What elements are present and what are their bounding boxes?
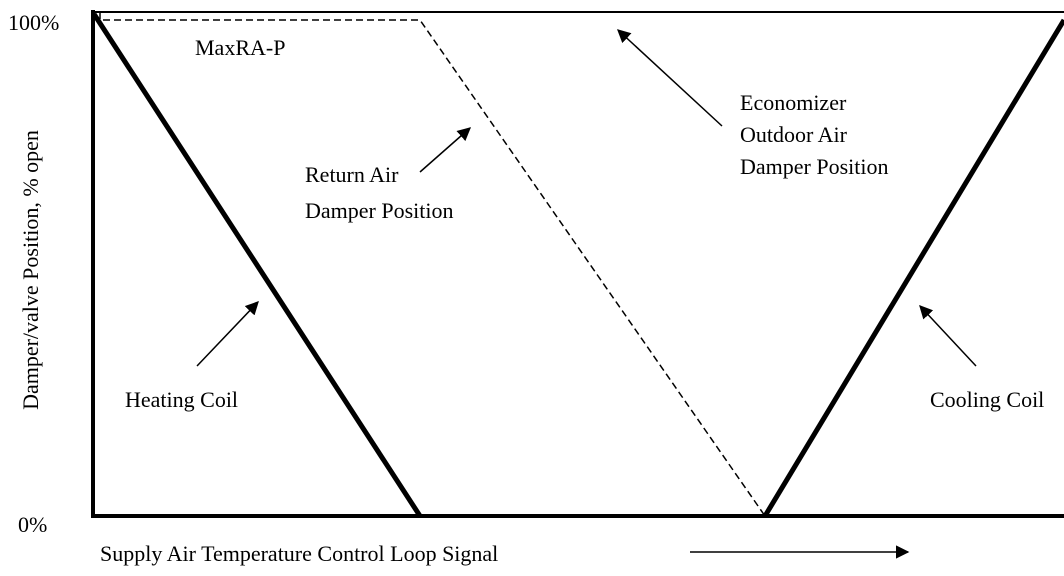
y-bottom-label: 0% [18,512,47,537]
return-air-line [99,12,766,517]
label: Outdoor Air [740,122,848,147]
y-axis-label: Damper/valve Position, % open [18,130,43,410]
label: Economizer [740,90,847,115]
arrow [617,29,723,127]
label: Return Air [305,162,399,187]
y-top-label: 100% [8,10,59,35]
label: Damper Position [305,198,454,223]
arrow [919,305,977,367]
label: Heating Coil [125,387,238,412]
label: Cooling Coil [930,387,1044,412]
x-axis-label: Supply Air Temperature Control Loop Sign… [100,541,498,566]
label: MaxRA-P [195,35,285,60]
label: Damper Position [740,154,889,179]
arrow [419,127,472,173]
cooling-coil-line [762,18,1064,518]
heating-coil-line [91,12,423,518]
arrow [196,301,259,367]
